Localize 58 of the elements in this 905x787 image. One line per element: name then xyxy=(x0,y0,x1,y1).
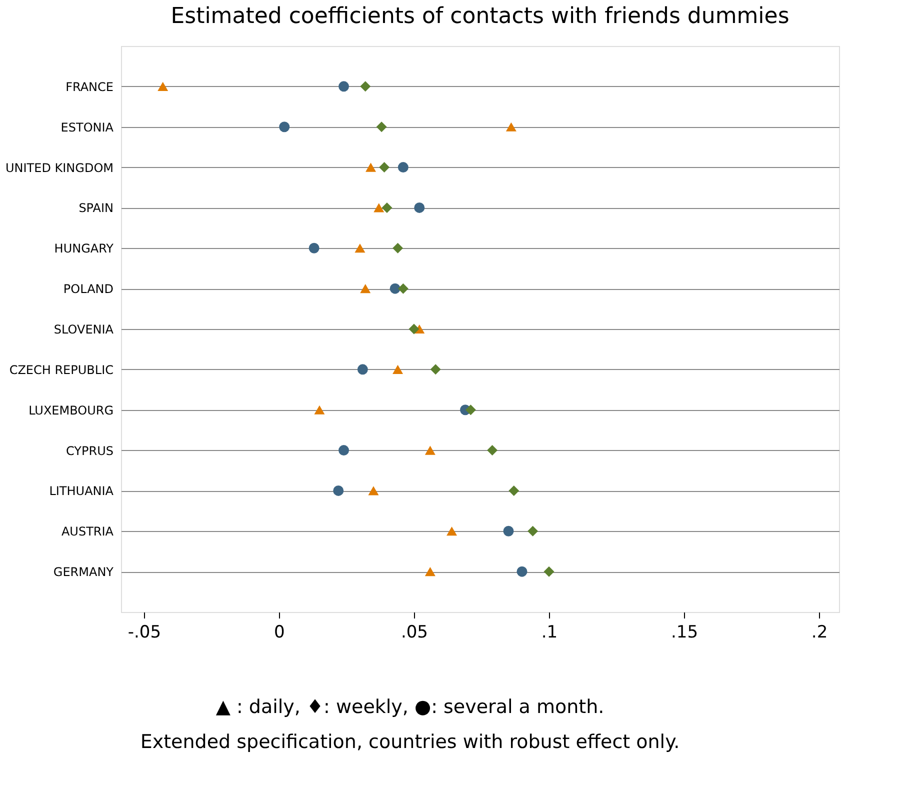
y-tick-label: CYPRUS xyxy=(66,444,114,458)
x-tick-label: .1 xyxy=(541,622,558,642)
x-tick-label: .2 xyxy=(811,622,828,642)
text: ▲ : daily, ♦: weekly, ●: several a month. xyxy=(216,696,604,718)
y-tick-label: ESTONIA xyxy=(60,120,114,134)
point xyxy=(158,82,168,91)
y-tick-label: LITHUANIA xyxy=(49,484,114,498)
point xyxy=(487,445,498,456)
y-tick-label: SLOVENIA xyxy=(54,322,114,336)
point xyxy=(392,242,404,254)
point xyxy=(392,364,404,374)
point xyxy=(368,486,379,496)
point xyxy=(408,324,420,334)
point xyxy=(374,203,384,212)
point xyxy=(354,244,366,253)
y-tick-label: GERMANY xyxy=(53,565,114,580)
y-tick-label: POLAND xyxy=(63,282,114,296)
point xyxy=(357,364,368,375)
y-tick-label: CZECH REPUBLIC xyxy=(9,362,114,377)
point xyxy=(446,526,458,536)
point xyxy=(376,122,387,132)
chart-title: Estimated coefficients of contacts with friends dummies xyxy=(170,4,790,29)
point xyxy=(424,567,436,576)
point xyxy=(314,405,325,414)
y-tick-label: HUNGARY xyxy=(54,242,114,256)
x-tick-label: 0 xyxy=(274,622,285,642)
point xyxy=(544,566,554,577)
x-tick-label: .05 xyxy=(400,622,428,642)
x-tick-label: .15 xyxy=(670,622,698,642)
point xyxy=(465,404,476,416)
point xyxy=(360,284,371,294)
point xyxy=(528,526,538,536)
point xyxy=(424,446,436,455)
y-tick-label: SPAIN xyxy=(78,201,114,216)
y-tick-label: LUXEMBOURG xyxy=(28,403,114,418)
y-tick-label: UNITED KINGDOM xyxy=(6,160,114,175)
point xyxy=(366,162,376,172)
point xyxy=(390,283,400,294)
point xyxy=(414,202,425,213)
point xyxy=(308,242,320,254)
point xyxy=(279,122,290,132)
point xyxy=(360,81,371,92)
point xyxy=(430,364,441,375)
point xyxy=(398,162,408,173)
point xyxy=(398,283,408,294)
point xyxy=(379,162,390,173)
y-tick-label: AUSTRIA xyxy=(61,524,114,539)
point xyxy=(333,485,344,496)
point xyxy=(506,122,516,132)
point xyxy=(503,526,514,536)
y-tick-label: FRANCE xyxy=(66,80,114,94)
point xyxy=(508,485,520,496)
point xyxy=(382,202,392,213)
point xyxy=(338,81,350,92)
x-tick-label: -.05 xyxy=(128,622,162,642)
point xyxy=(516,566,528,577)
text: Extended specification, countries with robust effect only. xyxy=(140,731,680,753)
point xyxy=(338,445,350,456)
